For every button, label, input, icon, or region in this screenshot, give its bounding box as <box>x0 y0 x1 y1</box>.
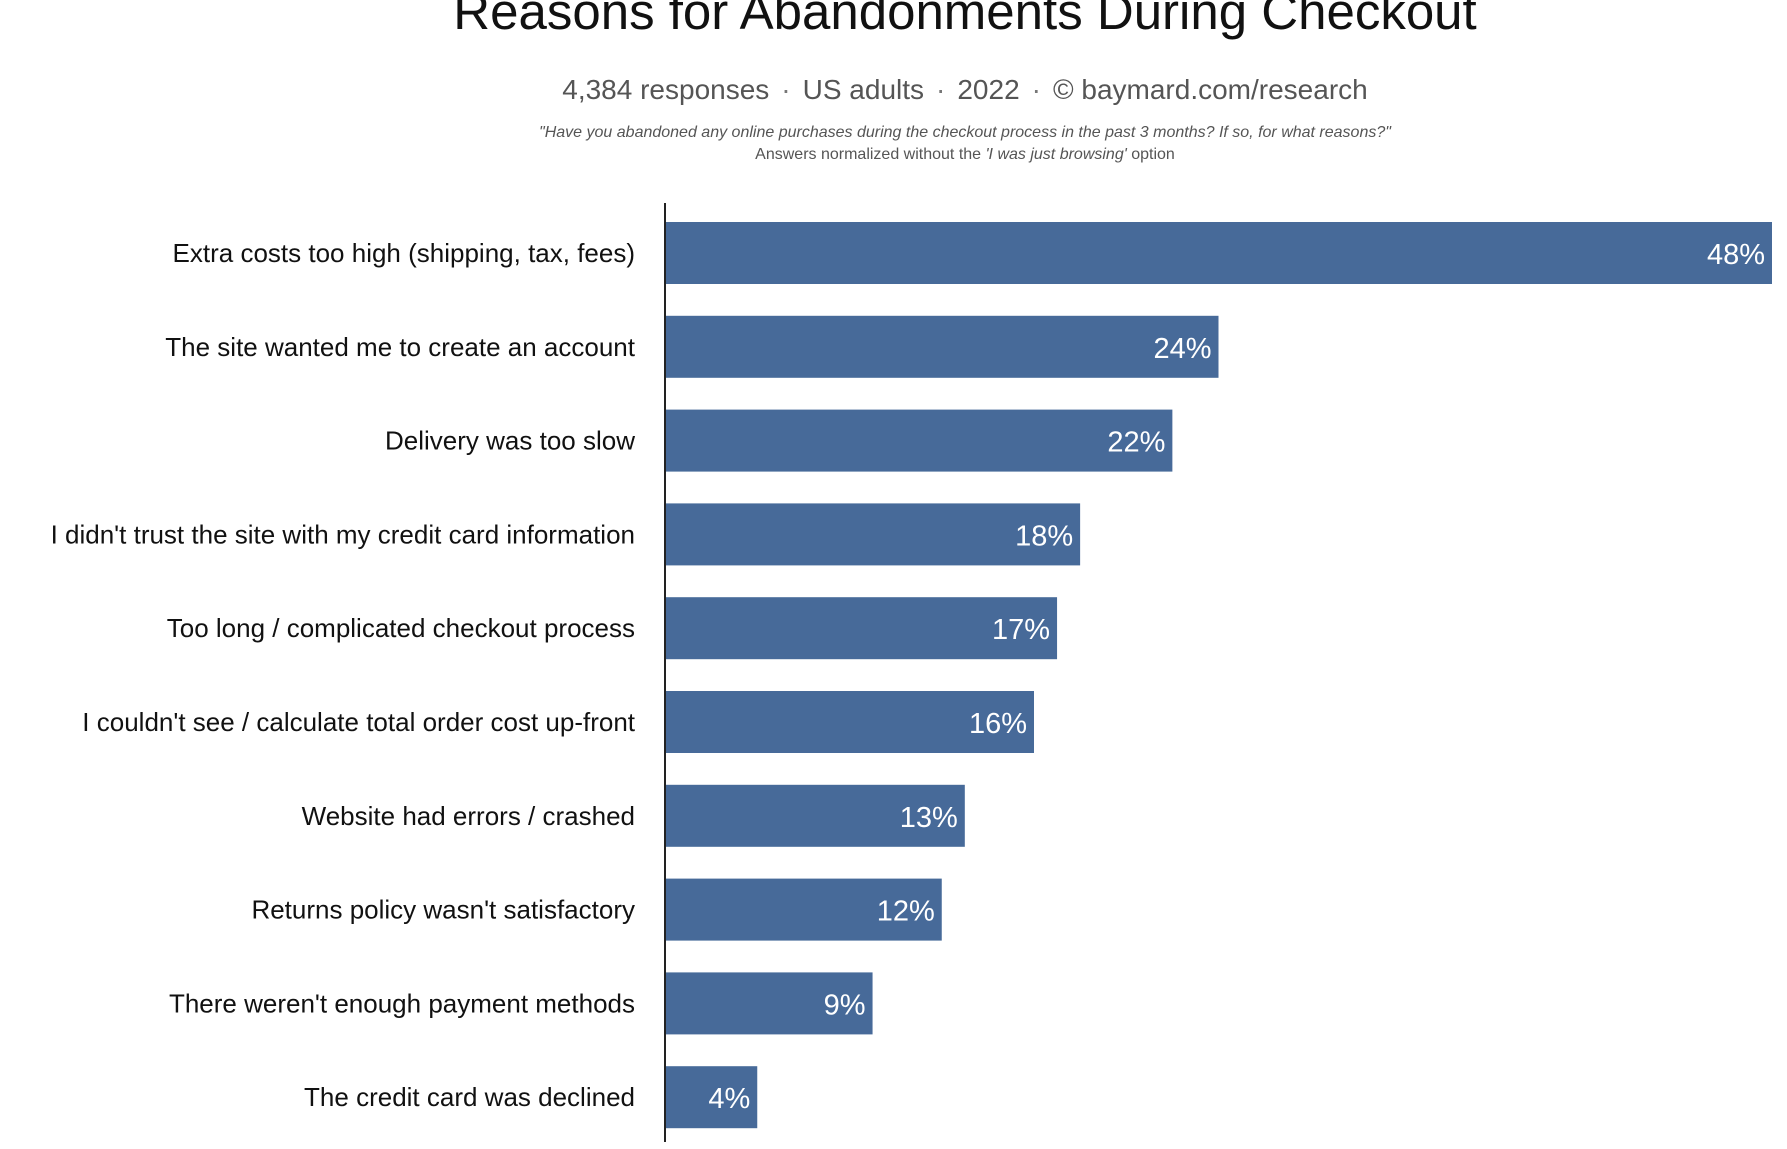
subtitle-population: US adults <box>802 74 925 105</box>
bar <box>665 409 1173 472</box>
subtitle-source: © baymard.com/research <box>1052 74 1368 105</box>
value-label: 17% <box>992 614 1050 646</box>
category-label: Delivery was too slow <box>385 426 635 456</box>
value-label: 22% <box>1107 427 1165 459</box>
category-label: Returns policy wasn't satisfactory <box>251 895 635 925</box>
category-label: The site wanted me to create an account <box>165 332 635 362</box>
bar <box>665 972 873 1035</box>
value-label: 18% <box>1015 520 1073 552</box>
value-label: 12% <box>877 896 935 928</box>
bar <box>665 691 1034 753</box>
bar <box>665 503 1081 566</box>
value-label: 24% <box>1153 333 1211 365</box>
subtitle-year: 2022 <box>957 74 1020 105</box>
subtitle-separator: · <box>781 74 791 105</box>
note-suffix: option <box>1126 146 1175 163</box>
chart-subtitle: 4,384 responses · US adults · 2022 · © baymard… <box>0 74 1787 106</box>
category-label: The credit card was declined <box>304 1082 635 1112</box>
category-label: I didn't trust the site with my credit c… <box>51 519 635 549</box>
value-label: 16% <box>969 708 1027 740</box>
chart-title: Reasons for Abandonments During Checkout <box>453 0 1477 40</box>
bar <box>665 222 1772 284</box>
category-label: Too long / complicated checkout process <box>167 613 635 643</box>
value-label: 4% <box>708 1083 750 1115</box>
value-label: 13% <box>900 802 958 834</box>
survey-question: "Have you abandoned any online purchases… <box>539 124 1391 141</box>
subtitle-separator: · <box>936 74 946 105</box>
subtitle-separator: · <box>1031 74 1041 105</box>
category-label: I couldn't see / calculate total order c… <box>82 707 635 737</box>
bar <box>665 878 942 941</box>
category-label: Website had errors / crashed <box>302 801 635 831</box>
bar <box>665 315 1219 378</box>
category-label: There weren't enough payment methods <box>169 988 635 1018</box>
bar <box>665 1066 758 1129</box>
note-option: 'I was just browsing' <box>985 146 1127 163</box>
subtitle-responses: 4,384 responses <box>562 74 770 105</box>
bar <box>665 597 1058 660</box>
value-label: 9% <box>824 989 866 1021</box>
category-label: Extra costs too high (shipping, tax, fee… <box>173 238 635 268</box>
bar <box>665 784 965 847</box>
note-prefix: Answers normalized without the <box>755 146 986 163</box>
value-label: 48% <box>1707 239 1765 271</box>
normalization-note: Answers normalized without the 'I was ju… <box>0 146 1787 164</box>
